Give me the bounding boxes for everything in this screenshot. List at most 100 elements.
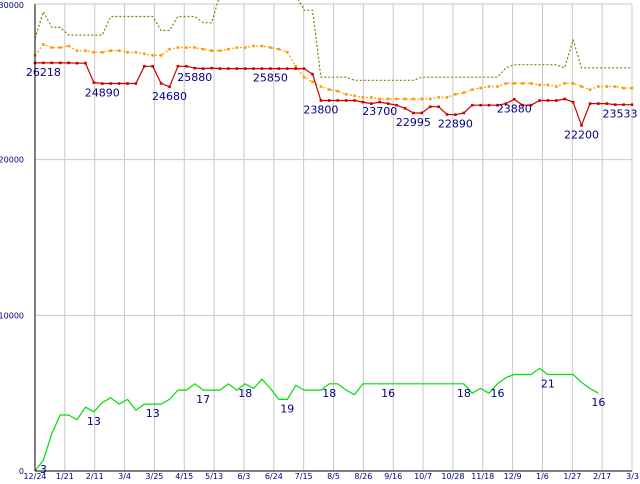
series-point-price	[193, 66, 197, 70]
series-point-price	[176, 64, 180, 68]
price-data-label: 24890	[85, 87, 120, 100]
series-point-price	[92, 81, 96, 84]
series-point-avg	[496, 85, 499, 88]
label-layer: 26218 24890 24680 25880 25850 23800 2370022995…	[26, 66, 638, 476]
series-point-price	[336, 99, 340, 102]
x-tick-label: 2/17	[593, 472, 611, 480]
price-data-label: 23533	[603, 108, 638, 121]
x-tick-label: 4/15	[175, 472, 193, 480]
series-point-price	[42, 61, 45, 65]
series-point-price	[588, 102, 592, 105]
series-point-price	[319, 99, 323, 102]
series-point-avg	[210, 49, 213, 52]
series-point-avg	[58, 46, 62, 49]
count-data-label: 16	[591, 396, 605, 409]
series-point-price	[420, 111, 424, 115]
count-data-label: 18	[238, 387, 252, 400]
x-tick-label: 11/18	[471, 472, 494, 480]
series-point-avg	[42, 43, 45, 46]
series-point-price	[370, 102, 373, 105]
series-point-price	[210, 66, 213, 70]
series-point-price	[622, 103, 625, 106]
series-point-price	[100, 82, 104, 85]
series-point-price	[75, 61, 79, 65]
series-point-price	[395, 103, 398, 107]
series-point-avg	[294, 64, 297, 68]
series-point-avg	[378, 97, 382, 101]
x-tick-label: 12/24	[23, 472, 46, 480]
series-point-avg	[185, 46, 188, 49]
series-point-avg	[260, 44, 264, 48]
price-data-label: 22890	[438, 118, 473, 131]
series-point-price	[159, 82, 163, 85]
series-point-price	[563, 97, 567, 101]
series-point-avg	[613, 85, 617, 88]
series-point-avg	[227, 47, 230, 51]
series-point-price	[84, 61, 87, 65]
series-point-avg	[512, 82, 516, 85]
series-point-price	[529, 103, 533, 107]
series-point-price	[546, 99, 550, 102]
x-tick-label: 5/13	[205, 472, 223, 480]
series-point-price	[412, 111, 415, 115]
series-point-price	[285, 67, 289, 70]
series-point-price	[437, 105, 440, 109]
series-point-avg	[344, 92, 348, 96]
price-data-label: 24680	[152, 90, 187, 103]
series-point-avg	[546, 83, 550, 87]
price-data-label: 22995	[396, 116, 431, 129]
series-point-avg	[269, 46, 272, 49]
series-point-price	[496, 103, 499, 107]
series-point-avg	[361, 96, 365, 99]
series-line-count	[34, 367, 599, 472]
series-point-price	[378, 100, 382, 104]
series-point-avg	[285, 50, 289, 54]
count-data-label: 17	[196, 393, 210, 406]
x-tick-label: 3/3	[626, 472, 639, 480]
price-data-label: 25880	[177, 71, 212, 84]
y-tick-label: 10000	[0, 311, 24, 320]
series-point-price	[512, 97, 516, 101]
series-point-price	[386, 102, 390, 105]
series-point-avg	[109, 49, 112, 52]
series-point-price	[361, 100, 365, 104]
count-data-label: 16	[381, 387, 395, 400]
series-point-avg	[630, 86, 634, 90]
x-tick-label: 8/26	[354, 472, 372, 480]
count-data-label: 13	[87, 415, 101, 428]
series-point-avg	[580, 85, 583, 88]
series-point-price	[403, 106, 407, 110]
x-tick-label: 12/9	[504, 472, 522, 480]
series-point-price	[428, 105, 432, 109]
series-point-price	[311, 72, 314, 76]
series-point-price	[487, 103, 491, 107]
series-point-price	[454, 113, 457, 116]
series-point-avg	[302, 75, 306, 79]
x-tick-label: 6/24	[265, 472, 283, 480]
series-point-avg	[50, 46, 54, 49]
series-point-price	[185, 64, 188, 68]
series-point-avg	[487, 85, 491, 88]
series-point-price	[462, 111, 466, 115]
series-point-price	[201, 67, 205, 70]
series-point-price	[235, 67, 239, 70]
series-layer	[33, 0, 634, 472]
series-point-avg	[327, 88, 331, 91]
series-point-avg	[311, 80, 314, 84]
series-point-avg	[143, 52, 146, 56]
series-point-price	[117, 82, 121, 85]
count-data-label: 21	[541, 377, 555, 390]
series-point-avg	[386, 97, 390, 101]
series-point-avg	[605, 85, 609, 88]
series-point-avg	[218, 49, 222, 52]
price-data-label: 23880	[497, 102, 532, 115]
series-point-price	[294, 67, 297, 70]
series-point-price	[260, 67, 264, 70]
series-line-avg	[34, 43, 632, 100]
price-data-label: 23800	[303, 104, 338, 117]
x-tick-label: 2/11	[86, 472, 104, 480]
series-point-avg	[529, 82, 533, 85]
series-point-avg	[336, 89, 340, 93]
x-tick-label: 10/7	[414, 472, 432, 480]
